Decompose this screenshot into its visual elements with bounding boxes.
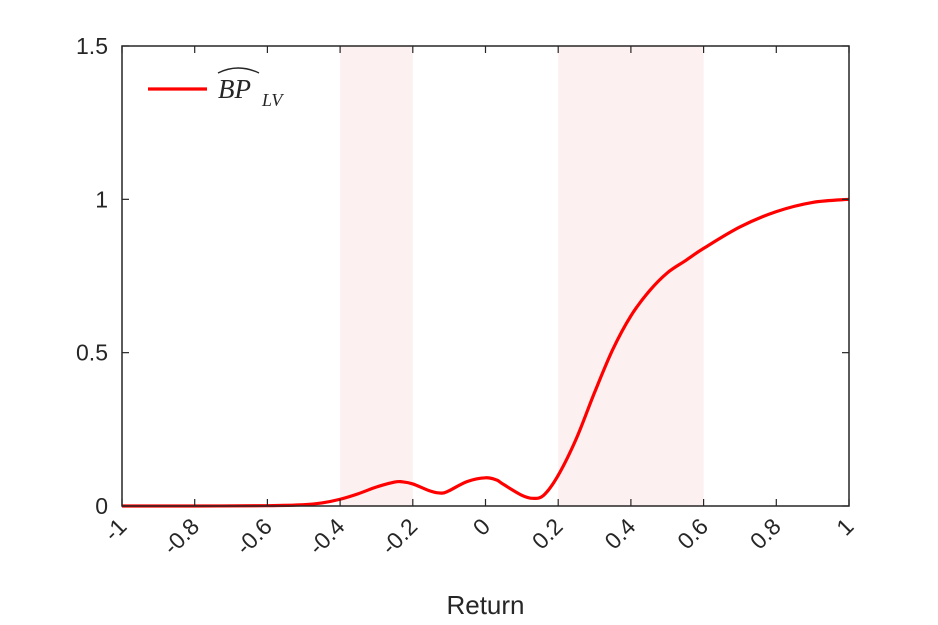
x-tick-label: 0.6 (672, 513, 713, 554)
y-tick-label: 0.5 (76, 340, 108, 366)
ticks (121, 45, 850, 507)
x-tick-label: -0.8 (158, 513, 204, 559)
y-tick-labels: 0 0.5 1 1.5 (76, 33, 108, 519)
legend-label-sub: LV (261, 90, 284, 110)
legend-hat (217, 67, 260, 74)
y-tick-label: 1.5 (76, 33, 108, 59)
x-tick-label: -0.2 (376, 513, 422, 559)
legend-label-main: BP (218, 74, 251, 104)
series-layer (121, 197, 850, 508)
x-tick-label: 1 (831, 513, 858, 540)
x-tick-label: -0.6 (231, 513, 277, 559)
shaded-regions (340, 46, 704, 506)
shaded-region-2 (558, 46, 704, 506)
y-tick-label: 1 (95, 186, 108, 212)
x-tick-label: -0.4 (303, 513, 350, 560)
axes-box (121, 45, 850, 507)
x-axis-label: Return (446, 590, 524, 620)
x-tick-label: 0 (468, 513, 495, 540)
x-tick-label: 0.8 (745, 513, 786, 554)
x-tick-labels: -1 -0.8 -0.6 -0.4 -0.2 0 0.2 0.4 0.6 0.8 1 (99, 513, 859, 560)
series-line-1 (121, 197, 850, 508)
shaded-region-1 (340, 46, 413, 506)
x-tick-label: 0.4 (599, 513, 640, 554)
legend: BP LV (148, 67, 284, 110)
x-tick-label: 0.2 (527, 513, 568, 554)
y-tick-label: 0 (95, 493, 108, 519)
